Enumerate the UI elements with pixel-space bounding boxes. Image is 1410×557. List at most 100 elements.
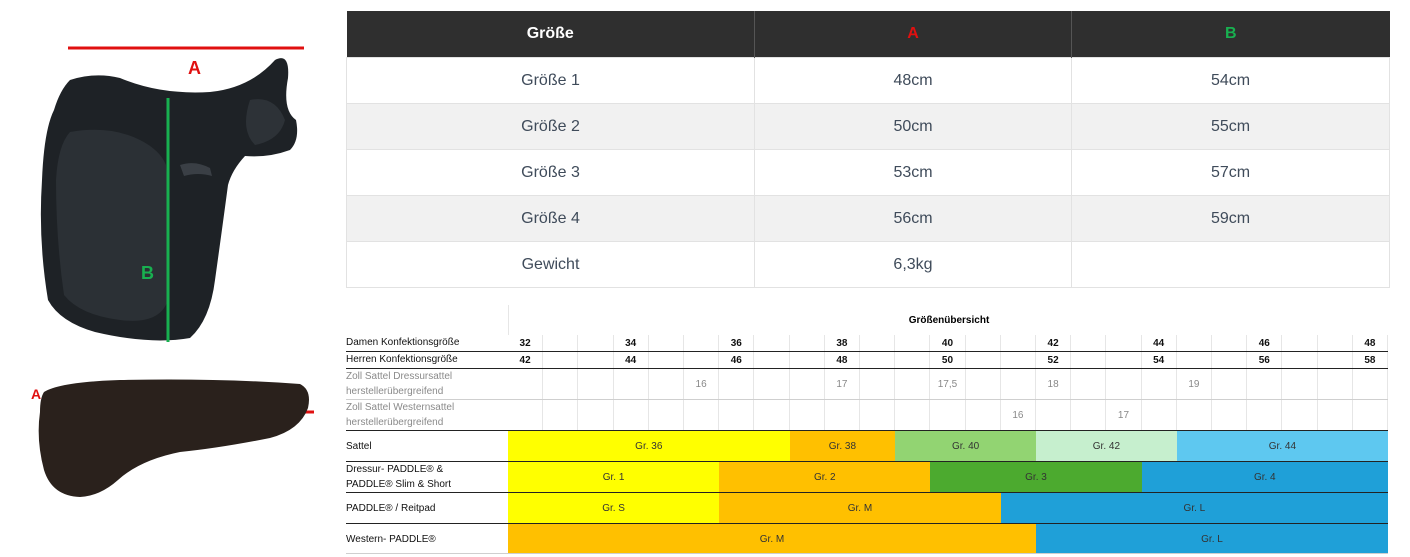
size-band: Gr. M	[508, 524, 1036, 554]
table-cell: Gewicht	[346, 241, 755, 288]
grid-cell: 17	[1106, 400, 1142, 430]
table-cell: 57cm	[1071, 149, 1390, 196]
grid-cell	[1318, 335, 1353, 351]
grid-cell: 44	[614, 352, 649, 368]
size-band: Gr. L	[1000, 493, 1388, 523]
sattel-row: Sattel Gr. 36 Gr. 38 Gr. 40 Gr. 42 Gr. 44	[346, 431, 1388, 461]
grid-cell	[1212, 352, 1248, 368]
size-overview: Größenübersicht Damen Konfektionsgröße 3…	[346, 305, 1388, 554]
dressur-bands: Gr. 1 Gr. 2 Gr. 3 Gr. 4	[508, 462, 1388, 492]
grid-cell	[790, 335, 825, 351]
zoll-western-label: Zoll Sattel Westernsattel herstellerüber…	[346, 400, 508, 430]
western-label: Western- PADDLE®	[346, 534, 436, 545]
grid-cell	[1247, 400, 1283, 430]
table-row: Größe 2 50cm 55cm	[346, 103, 1390, 150]
table-row: Größe 3 53cm 57cm	[346, 149, 1390, 196]
grid-cell	[578, 400, 614, 430]
grid-cell	[754, 369, 790, 399]
grid-cell: 17	[825, 369, 860, 399]
grid-cell	[860, 352, 896, 368]
grid-cell	[1071, 400, 1107, 430]
table-cell: 53cm	[754, 149, 1072, 196]
grid-cell	[543, 400, 579, 430]
grid-cell: 52	[1036, 352, 1072, 368]
table-cell: 59cm	[1071, 195, 1390, 242]
table-cell: Größe 1	[346, 57, 755, 104]
grid-cell: 16	[684, 369, 720, 399]
grid-cell: 48	[825, 352, 860, 368]
grid-cell	[1142, 400, 1177, 430]
size-band: Gr. M	[719, 493, 1001, 523]
zoll-dressur-label-line2: herstellerübergreifend	[346, 386, 444, 397]
damen-label: Damen Konfektionsgröße	[346, 337, 460, 348]
grid-cell	[1318, 369, 1353, 399]
grid-cell	[1353, 400, 1388, 430]
grid-cell	[966, 352, 1001, 368]
table-cell: 56cm	[754, 195, 1072, 242]
grid-cell	[684, 335, 720, 351]
reitpad-bands: Gr. S Gr. M Gr. L	[508, 493, 1388, 523]
grid-cell	[754, 400, 790, 430]
table-row: Gewicht 6,3kg	[346, 241, 1390, 288]
grid-cell: 46	[719, 352, 755, 368]
header-size: Größe	[346, 11, 755, 58]
grid-cell	[895, 369, 931, 399]
measure-a-label: A	[188, 58, 201, 78]
grid-cell: 48	[1353, 335, 1388, 351]
grid-cell: 42	[508, 352, 544, 368]
grid-cell	[649, 400, 684, 430]
zoll-western-label-line2: herstellerübergreifend	[346, 417, 444, 428]
western-row: Western- PADDLE® Gr. M Gr. L	[346, 524, 1388, 554]
size-band: Gr. 40	[895, 431, 1036, 461]
grid-cell	[1177, 400, 1212, 430]
saddle-illustration	[38, 46, 314, 497]
grid-cell	[1071, 369, 1107, 399]
herren-grid: 42 44 46 48 50 52 54 56 58	[508, 352, 1388, 368]
table-cell: 54cm	[1071, 57, 1390, 104]
header-a: A	[754, 11, 1072, 58]
grid-cell: 50	[930, 352, 966, 368]
grid-cell	[1282, 400, 1318, 430]
measure-b-label: B	[141, 263, 154, 283]
grid-cell	[1071, 335, 1107, 351]
grid-cell	[649, 352, 684, 368]
grid-cell	[1106, 352, 1142, 368]
grid-cell	[543, 335, 579, 351]
grid-cell	[1106, 369, 1142, 399]
grid-cell	[543, 369, 579, 399]
table-cell: Größe 2	[346, 103, 755, 150]
size-band: Gr. 4	[1141, 462, 1388, 492]
grid-cell	[1036, 400, 1072, 430]
grid-cell	[614, 400, 649, 430]
grid-cell	[1353, 369, 1388, 399]
grid-cell: 42	[1036, 335, 1072, 351]
table-cell	[1071, 241, 1390, 288]
grid-cell	[790, 369, 825, 399]
grid-cell	[966, 335, 1001, 351]
sattel-bands: Gr. 36 Gr. 38 Gr. 40 Gr. 42 Gr. 44	[508, 431, 1388, 461]
grid-cell	[719, 369, 755, 399]
grid-cell	[1282, 369, 1318, 399]
product-images: A B A	[0, 0, 340, 557]
grid-cell	[930, 400, 966, 430]
size-band: Gr. 2	[719, 462, 931, 492]
zoll-western-grid: 16 17	[508, 400, 1388, 430]
size-band: Gr. 36	[508, 431, 790, 461]
table-row: Größe 4 56cm 59cm	[346, 195, 1390, 242]
grid-cell	[966, 400, 1001, 430]
grid-cell	[684, 352, 720, 368]
overview-title-row: Größenübersicht	[346, 305, 1388, 335]
grid-cell	[1001, 335, 1036, 351]
table-row: Größe 1 48cm 54cm	[346, 57, 1390, 104]
damen-grid: 32 34 36 38 40 42 44 46 48	[508, 335, 1388, 351]
size-band: Gr. 38	[789, 431, 896, 461]
size-band: Gr. 42	[1036, 431, 1177, 461]
header-b: B	[1071, 11, 1390, 58]
grid-cell	[1212, 369, 1248, 399]
grid-cell	[1247, 369, 1283, 399]
grid-cell	[1071, 352, 1107, 368]
grid-cell	[684, 400, 720, 430]
size-band: Gr. 44	[1176, 431, 1388, 461]
grid-cell	[649, 369, 684, 399]
dressur-label-line1: Dressur- PADDLE® &	[346, 464, 444, 475]
